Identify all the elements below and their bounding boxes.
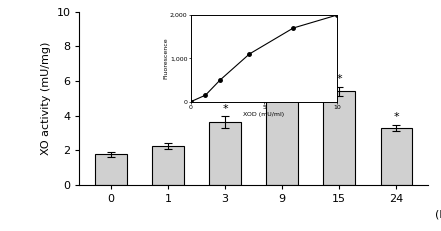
Bar (209, 122, 241, 185)
Text: *: * (393, 112, 399, 122)
Text: *: * (222, 104, 228, 114)
Bar (324, 91, 355, 185)
Bar (95, 155, 127, 185)
Bar (381, 128, 412, 185)
Bar (152, 146, 183, 185)
Text: (hr): (hr) (435, 210, 441, 220)
Text: *: * (336, 74, 342, 84)
Bar (266, 72, 298, 185)
Y-axis label: XO activity (mU/mg): XO activity (mU/mg) (41, 42, 51, 155)
Text: *: * (279, 54, 285, 64)
